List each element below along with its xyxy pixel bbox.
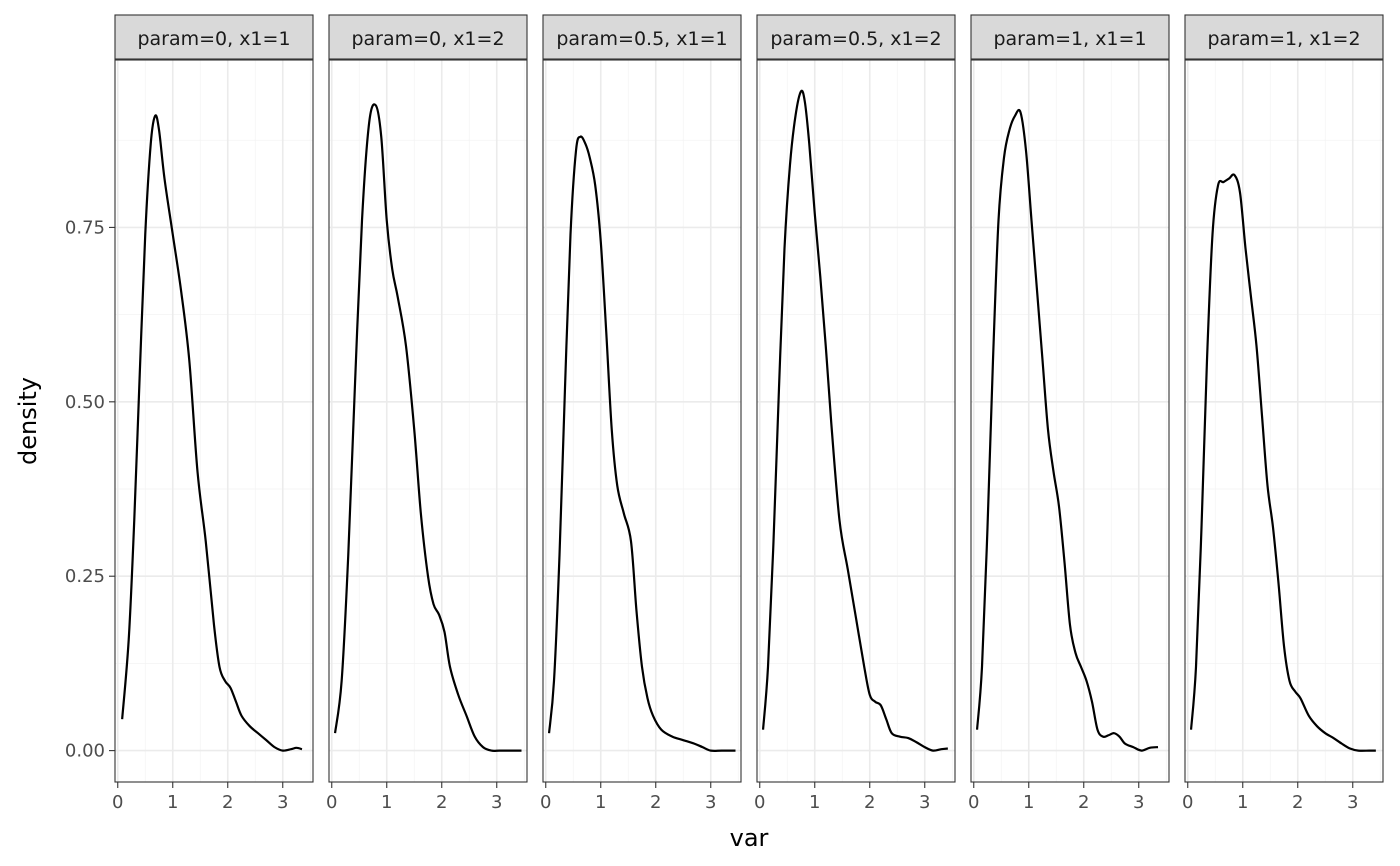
facet-strip xyxy=(1184,14,1384,60)
density-line xyxy=(975,108,1159,752)
facet-panel: param=0, x1=1 0 1 2 3 xyxy=(112,14,314,813)
x-tick-label: 0 xyxy=(112,792,123,813)
density-line xyxy=(761,89,948,752)
facet-strip xyxy=(114,14,314,60)
x-tick-label: 1 xyxy=(1023,792,1034,813)
x-tick-label: 0 xyxy=(326,792,337,813)
density-line xyxy=(121,114,303,752)
panel-border xyxy=(328,59,528,783)
facet-strip xyxy=(970,14,1170,60)
panel-border xyxy=(970,59,1170,783)
x-tick-label: 0 xyxy=(540,792,551,813)
x-tick-label: 2 xyxy=(436,792,447,813)
x-tick-label: 0 xyxy=(968,792,979,813)
facet-panel: param=1, x1=2 0 1 2 3 xyxy=(1182,14,1384,813)
x-tick-label: 2 xyxy=(222,792,233,813)
facet-strip-label: param=0.5, x1=1 xyxy=(556,28,727,50)
x-tick-label: 2 xyxy=(1292,792,1303,813)
facet-panel: param=0, x1=2 0 1 2 3 xyxy=(326,14,528,813)
y-tick-label: 0.50 xyxy=(65,392,105,413)
x-tick-label: 1 xyxy=(167,792,178,813)
facet-strip-label: param=0.5, x1=2 xyxy=(770,28,941,50)
x-tick-label: 3 xyxy=(491,792,502,813)
y-tick-label: 0.75 xyxy=(65,217,105,238)
panel-border xyxy=(1184,59,1384,783)
y-tick-label: 0.00 xyxy=(65,741,105,762)
facet-strip-label: param=0, x1=1 xyxy=(137,28,290,50)
density-line xyxy=(547,135,736,752)
x-tick-label: 3 xyxy=(1347,792,1358,813)
density-line xyxy=(1189,173,1376,752)
facet-strip xyxy=(328,14,528,60)
facet-panel: param=0.5, x1=1 0 1 2 3 xyxy=(540,14,742,813)
facet-strip-label: param=0, x1=2 xyxy=(351,28,504,50)
facet-panel: param=0.5, x1=2 0 1 2 3 xyxy=(754,14,956,813)
x-tick-label: 3 xyxy=(277,792,288,813)
facet-strip xyxy=(756,14,956,60)
x-tick-label: 3 xyxy=(919,792,930,813)
x-tick-label: 1 xyxy=(809,792,820,813)
x-tick-label: 2 xyxy=(864,792,875,813)
facet-strip-label: param=1, x1=2 xyxy=(1207,28,1360,50)
x-tick-label: 2 xyxy=(650,792,661,813)
x-tick-label: 1 xyxy=(595,792,606,813)
x-tick-label: 2 xyxy=(1078,792,1089,813)
y-axis-title: density xyxy=(14,377,42,465)
x-tick-label: 0 xyxy=(1182,792,1193,813)
x-tick-label: 3 xyxy=(705,792,716,813)
facet-panel: param=1, x1=1 0 1 2 3 xyxy=(968,14,1170,813)
x-tick-label: 1 xyxy=(1237,792,1248,813)
x-tick-label: 0 xyxy=(754,792,765,813)
x-tick-label: 3 xyxy=(1133,792,1144,813)
facet-strip-label: param=1, x1=1 xyxy=(993,28,1146,50)
y-tick-label: 0.25 xyxy=(65,566,105,587)
y-axis: 0.00 0.25 0.50 0.75 xyxy=(65,217,115,762)
panel-border xyxy=(756,59,956,783)
density-line xyxy=(333,103,522,752)
x-axis-title: var xyxy=(730,824,769,852)
x-tick-label: 1 xyxy=(381,792,392,813)
panel-border xyxy=(114,59,314,783)
panel-border xyxy=(542,59,742,783)
facet-strip xyxy=(542,14,742,60)
